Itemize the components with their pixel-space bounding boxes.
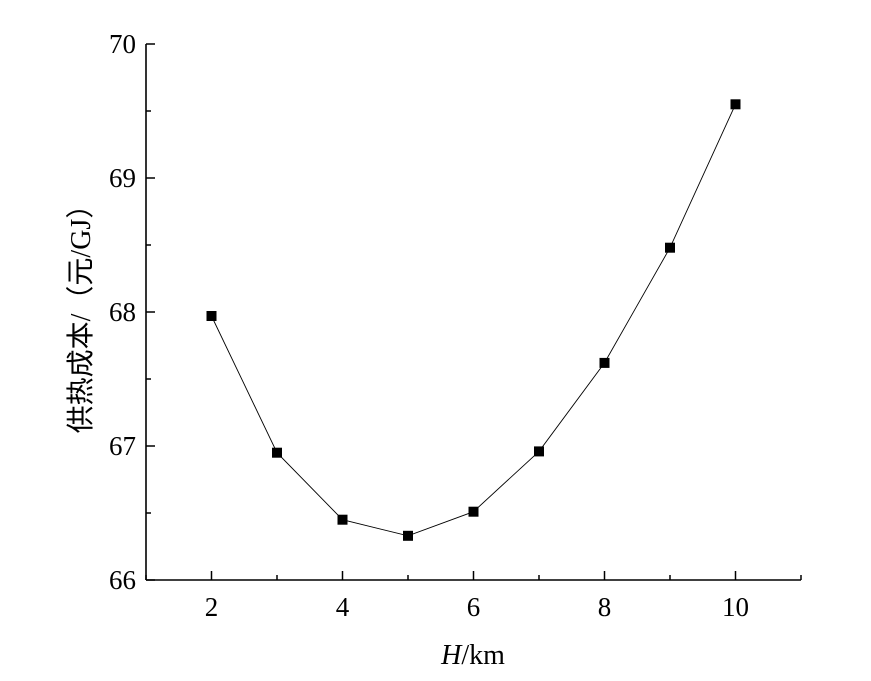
x-tick-label: 2 <box>205 592 219 622</box>
data-point <box>468 506 479 517</box>
x-axis-title: H/km <box>440 640 505 671</box>
data-point <box>599 357 610 368</box>
y-ticks: 66 67 68 69 70 <box>109 29 155 595</box>
data-point <box>665 242 675 253</box>
data-point <box>730 99 741 110</box>
data-point <box>403 530 413 541</box>
y-tick-label: 70 <box>109 29 136 59</box>
y-axis-title: 供热成本/（元/GJ） <box>65 191 97 434</box>
x-ticks: 2 4 6 8 10 <box>145 571 802 622</box>
x-axis-title-variable: H <box>440 640 463 671</box>
axes <box>145 44 801 581</box>
y-tick-label: 66 <box>109 565 136 595</box>
series-line <box>211 104 736 537</box>
y-tick-label: 68 <box>109 297 136 327</box>
y-tick-label: 69 <box>109 163 136 193</box>
x-axis-title-unit: /km <box>461 640 505 671</box>
data-point <box>272 447 282 458</box>
x-tick-label: 10 <box>722 592 749 622</box>
y-tick-label: 67 <box>109 431 136 461</box>
data-point <box>534 446 544 457</box>
series <box>206 99 741 541</box>
x-tick-label: 6 <box>467 592 481 622</box>
x-tick-label: 4 <box>336 592 350 622</box>
data-point <box>337 514 348 525</box>
x-tick-label: 8 <box>598 592 612 622</box>
data-point <box>206 311 217 321</box>
